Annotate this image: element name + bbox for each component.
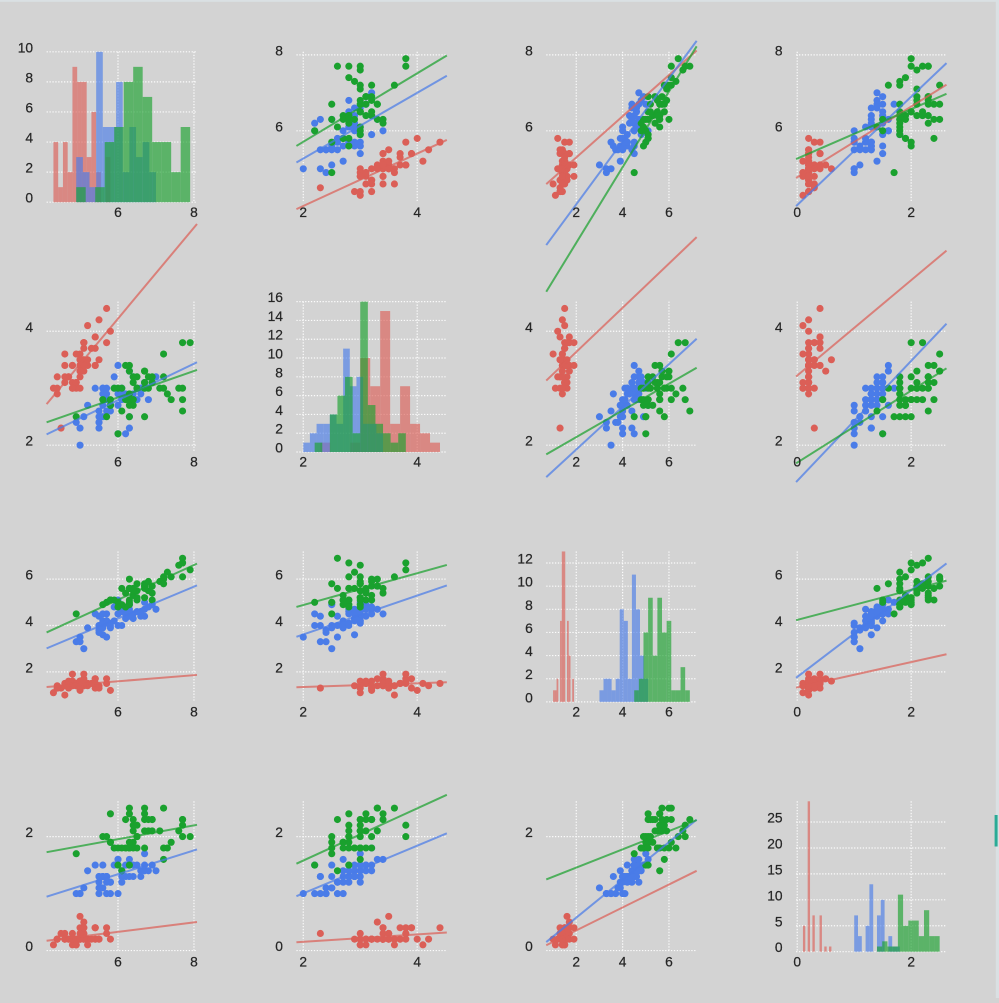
svg-text:6: 6 (275, 568, 283, 583)
svg-text:2: 2 (275, 422, 283, 437)
svg-text:16: 16 (268, 290, 284, 305)
svg-text:4: 4 (619, 205, 627, 220)
svg-text:8: 8 (190, 455, 198, 470)
svg-text:2: 2 (299, 205, 307, 220)
svg-text:4: 4 (619, 704, 627, 719)
svg-text:6: 6 (275, 384, 283, 399)
svg-text:2: 2 (775, 434, 783, 449)
svg-text:0: 0 (525, 939, 533, 954)
svg-text:0: 0 (275, 939, 283, 954)
svg-text:0: 0 (525, 690, 533, 705)
svg-text:2: 2 (299, 704, 307, 719)
svg-text:8: 8 (25, 70, 33, 85)
svg-text:4: 4 (413, 954, 421, 969)
svg-text:8: 8 (190, 205, 198, 220)
svg-text:10: 10 (268, 347, 284, 362)
svg-text:6: 6 (114, 954, 122, 969)
svg-text:8: 8 (275, 43, 283, 58)
svg-text:4: 4 (275, 614, 283, 629)
svg-text:0: 0 (775, 940, 783, 955)
svg-text:6: 6 (275, 119, 283, 134)
svg-text:2: 2 (907, 455, 915, 470)
svg-text:12: 12 (517, 552, 532, 567)
svg-text:2: 2 (299, 954, 307, 969)
svg-text:4: 4 (275, 403, 283, 418)
svg-text:0: 0 (793, 704, 801, 719)
svg-text:2: 2 (25, 660, 33, 675)
svg-text:8: 8 (775, 43, 783, 58)
svg-text:5: 5 (775, 914, 783, 929)
svg-text:6: 6 (665, 704, 673, 719)
svg-text:2: 2 (275, 660, 283, 675)
svg-text:2: 2 (572, 205, 580, 220)
svg-text:6: 6 (114, 704, 122, 719)
svg-text:2: 2 (572, 954, 580, 969)
svg-text:4: 4 (619, 455, 627, 470)
svg-text:4: 4 (25, 614, 33, 629)
svg-text:4: 4 (775, 320, 783, 335)
svg-text:6: 6 (775, 119, 783, 134)
svg-text:0: 0 (25, 939, 33, 954)
svg-text:10: 10 (517, 575, 533, 590)
svg-text:4: 4 (619, 954, 627, 969)
svg-text:4: 4 (775, 614, 783, 629)
svg-text:4: 4 (25, 320, 33, 335)
svg-text:6: 6 (665, 455, 673, 470)
svg-text:15: 15 (767, 862, 783, 877)
svg-text:4: 4 (413, 455, 421, 470)
svg-text:6: 6 (525, 621, 533, 636)
svg-text:10: 10 (18, 40, 34, 55)
svg-text:6: 6 (525, 119, 533, 134)
svg-text:0: 0 (793, 954, 801, 969)
svg-text:2: 2 (299, 455, 307, 470)
svg-text:2: 2 (572, 455, 580, 470)
svg-text:4: 4 (413, 704, 421, 719)
svg-text:8: 8 (525, 43, 533, 58)
svg-text:14: 14 (268, 309, 284, 324)
svg-text:0: 0 (275, 441, 283, 456)
svg-text:4: 4 (525, 320, 533, 335)
svg-text:6: 6 (665, 205, 673, 220)
svg-text:6: 6 (25, 568, 33, 583)
svg-text:6: 6 (775, 568, 783, 583)
svg-text:4: 4 (525, 644, 533, 659)
svg-text:8: 8 (275, 365, 283, 380)
svg-text:2: 2 (572, 704, 580, 719)
svg-text:2: 2 (25, 161, 33, 176)
svg-text:2: 2 (525, 825, 533, 840)
svg-text:2: 2 (525, 434, 533, 449)
svg-text:6: 6 (114, 205, 122, 220)
svg-text:2: 2 (25, 434, 33, 449)
svg-text:6: 6 (665, 954, 673, 969)
svg-text:2: 2 (25, 825, 33, 840)
svg-text:6: 6 (114, 455, 122, 470)
svg-text:10: 10 (767, 888, 783, 903)
svg-text:2: 2 (525, 667, 533, 682)
svg-text:0: 0 (25, 191, 33, 206)
svg-text:2: 2 (275, 825, 283, 840)
svg-text:25: 25 (767, 811, 783, 826)
svg-text:4: 4 (413, 205, 421, 220)
svg-text:8: 8 (190, 704, 198, 719)
svg-text:8: 8 (525, 598, 533, 613)
svg-text:8: 8 (190, 954, 198, 969)
svg-text:0: 0 (793, 455, 801, 470)
svg-text:2: 2 (907, 205, 915, 220)
svg-text:2: 2 (775, 660, 783, 675)
svg-text:2: 2 (907, 954, 915, 969)
svg-text:4: 4 (25, 131, 33, 146)
svg-text:2: 2 (907, 704, 915, 719)
svg-text:12: 12 (268, 328, 283, 343)
svg-text:6: 6 (25, 100, 33, 115)
svg-text:0: 0 (793, 205, 801, 220)
svg-text:20: 20 (767, 836, 783, 851)
